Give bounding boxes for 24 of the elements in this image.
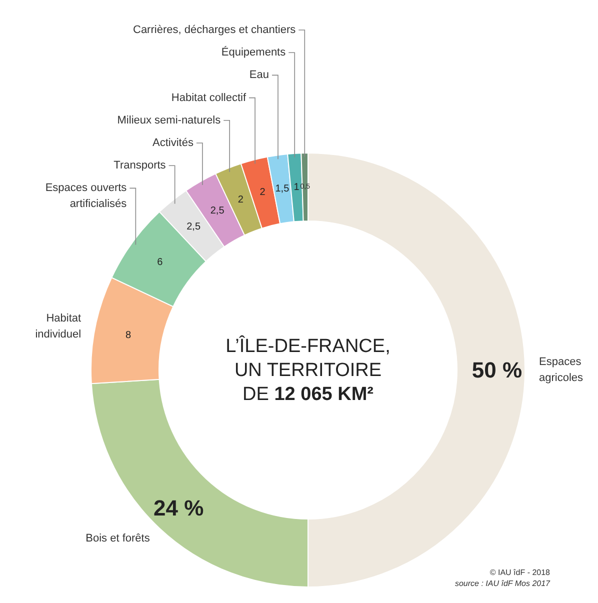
data-label: 8: [125, 330, 132, 342]
slice-label: Espaces agricoles: [539, 356, 584, 384]
text: L’ÎLE-DE-FRANCE, UN TERRITOIRE DE 12 065 KM²: [226, 334, 390, 404]
data-label: 2: [260, 187, 266, 198]
data-label: 2: [238, 194, 244, 206]
data-label: 1,5: [275, 183, 290, 194]
slice-label: Transports: [114, 160, 166, 172]
data-label: 50 %: [472, 358, 522, 382]
slice-label: Habitat individuel: [35, 312, 82, 341]
text: © IAU îdF - 2018: [490, 568, 551, 577]
slice-label: Carrières, décharges et chantiers: [133, 24, 296, 36]
slice-label: Milieux semi-naturels: [117, 114, 222, 126]
source-note: source : IAU îdF Mos 2017: [454, 579, 551, 588]
data-label: 6: [157, 256, 164, 268]
data-label: 2,5: [210, 206, 225, 217]
slice-label: Espaces ouverts artificialisés: [45, 182, 128, 210]
data-label: 1: [294, 182, 300, 193]
slice-label: Habitat collectif: [171, 92, 247, 104]
slice-label: Bois et forêts: [86, 532, 150, 544]
slice-label: Activités: [152, 137, 194, 149]
data-label: 2,5: [186, 222, 201, 233]
data-label: 24 %: [154, 495, 204, 520]
slice-label: Eau: [249, 69, 269, 82]
slice-label: Équipements: [221, 46, 286, 59]
